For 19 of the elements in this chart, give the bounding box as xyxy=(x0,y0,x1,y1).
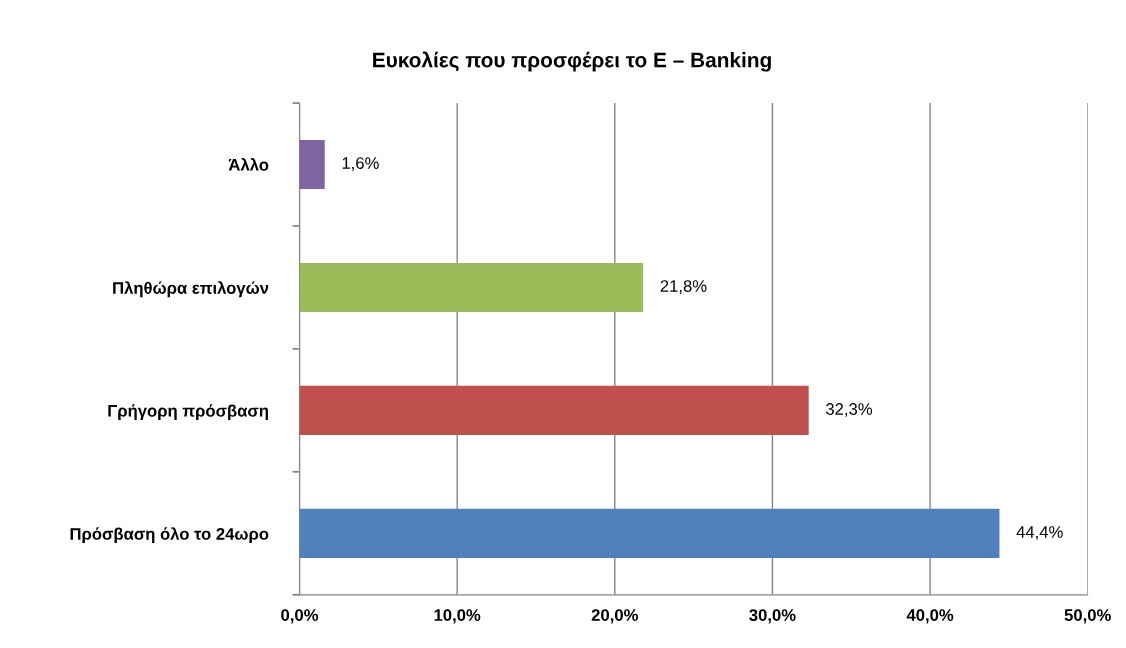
x-tick-label: 40,0% xyxy=(906,609,954,624)
bar xyxy=(299,385,809,436)
x-tick-label: 10,0% xyxy=(434,609,481,624)
bar xyxy=(299,508,1000,558)
x-tick-label: 20,0% xyxy=(591,609,638,624)
bar xyxy=(299,262,644,313)
y-tick-label: Άλλο xyxy=(228,158,269,171)
data-label: 1,6% xyxy=(342,157,379,171)
y-tick-label: Πληθώρα επιλογών xyxy=(113,281,269,298)
data-label: 21,8% xyxy=(660,280,707,294)
x-tick-label: 0,0% xyxy=(281,609,319,624)
data-label: 44,4% xyxy=(1016,526,1063,540)
bar xyxy=(299,139,325,190)
x-tick-label: 30,0% xyxy=(749,609,796,624)
data-label: 32,3% xyxy=(826,403,873,417)
y-tick-label: Πρόσβαση όλο το 24ωρο xyxy=(70,527,269,544)
y-tick-label: Γρήγορη πρόσβαση xyxy=(108,404,268,421)
chart-title: Ευκολίες που προσφέρει το E – Banking xyxy=(373,51,771,72)
x-tick-label: 50,0% xyxy=(1064,609,1111,624)
